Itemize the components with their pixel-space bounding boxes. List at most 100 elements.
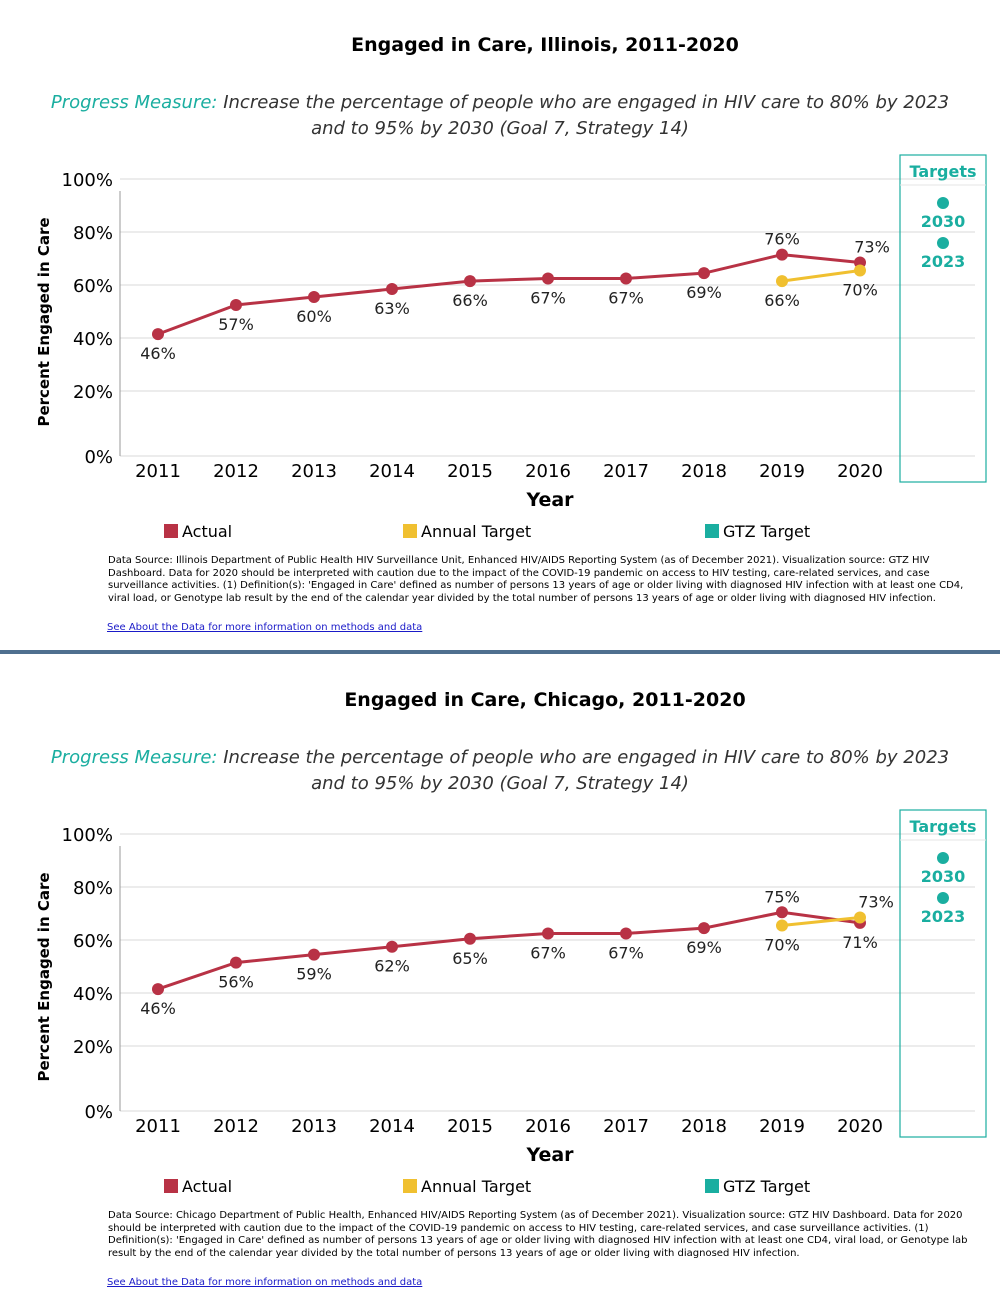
data-point-actual [386,283,398,296]
data-label-actual: 65% [452,949,488,968]
x-tick-label: 2020 [837,1116,883,1137]
y-axis-title: Percent Engaged in Care [35,217,53,426]
data-point-annual-target [776,275,788,288]
panel-chicago: Engaged in Care, Chicago, 2011-2020 Prog… [0,655,1000,1305]
x-tick-label: 2011 [135,461,181,482]
legend-annual-target-label: Annual Target [421,522,531,541]
data-label-actual: 67% [608,288,644,307]
x-tick-label: 2019 [759,1116,805,1137]
data-label-actual: 67% [608,943,644,962]
about-data-link[interactable]: See About the Data for more information … [107,1277,423,1288]
progress-measure-text: Increase the percentage of people who ar… [217,92,950,139]
x-axis-title: Year [525,489,574,511]
progress-measure: Progress Measure: Increase the percentag… [40,90,960,142]
x-tick-label: 2016 [525,1116,571,1137]
data-point-actual [542,272,554,285]
gtz-target-point [937,852,949,864]
data-point-actual [776,248,788,261]
x-tick-label: 2019 [759,461,805,482]
x-tick-label: 2012 [213,1116,259,1137]
legend-actual-label: Actual [182,522,232,541]
legend-gtz-target-label: GTZ Target [723,1177,810,1196]
data-label-actual: 56% [218,973,254,992]
series-line-actual [157,253,861,336]
y-tick-label: 20% [73,1037,113,1058]
y-tick-label: 100% [62,170,113,191]
targets-title: Targets [909,162,976,181]
gtz-target-label: 2023 [921,252,966,271]
x-tick-label: 2017 [603,1116,649,1137]
y-tick-label: 100% [62,825,113,846]
gtz-target-point [937,237,949,249]
data-point-actual [698,267,710,280]
y-tick-label: 80% [73,223,113,244]
data-point-actual [776,906,788,919]
legend-actual-swatch [164,1179,178,1193]
progress-measure-text: Increase the percentage of people who ar… [217,747,950,794]
data-source-note: Data Source: Chicago Department of Publi… [108,1210,968,1259]
data-label-actual: 62% [374,957,410,976]
data-label-annual-target: 70% [764,936,800,955]
progress-measure: Progress Measure: Increase the percentag… [40,745,960,797]
data-point-actual [620,272,632,285]
panel-divider [0,650,1000,654]
y-tick-label: 20% [73,382,113,403]
x-axis-title: Year [525,1144,574,1166]
gtz-target-label: 2023 [921,907,966,926]
line-chart: 0% 20% 40% 60% 80% 100% Percent Engaged in Car… [35,809,987,1196]
about-data-link[interactable]: See About the Data for more information … [107,622,423,633]
data-point-actual [386,940,398,953]
y-tick-label: 40% [73,984,113,1005]
data-label-annual-target: 73% [858,893,894,912]
gtz-target-label: 2030 [921,867,966,886]
x-tick-label: 2020 [837,461,883,482]
y-axis-title: Percent Engaged in Care [35,872,53,1081]
y-tick-label: 0% [84,1102,113,1123]
y-tick-label: 0% [84,447,113,468]
data-label-actual: 73% [854,238,890,257]
data-point-annual-target [854,264,866,277]
data-point-actual [230,298,242,311]
x-tick-label: 2018 [681,1116,727,1137]
x-tick-label: 2013 [291,461,337,482]
x-tick-label: 2013 [291,1116,337,1137]
legend-annual-target-label: Annual Target [421,1177,531,1196]
x-tick-label: 2011 [135,1116,181,1137]
x-tick-label: 2014 [369,461,415,482]
data-label-actual: 67% [530,288,566,307]
data-label-actual: 71% [842,933,878,952]
data-point-actual [230,956,242,969]
data-point-actual [152,983,164,996]
data-label-annual-target: 66% [764,291,800,310]
gtz-target-point [937,892,949,904]
data-label-actual: 75% [764,887,800,906]
legend-actual-label: Actual [182,1177,232,1196]
gtz-target-label: 2030 [921,212,966,231]
data-label-actual: 46% [140,344,176,363]
progress-measure-label: Progress Measure: [50,747,218,768]
data-label-actual: 60% [296,307,332,326]
legend-annual-target-swatch [403,524,417,538]
line-chart: 0% 20% 40% 60% 80% 100% Percent Engaged in Car… [35,154,987,541]
y-tick-label: 60% [73,276,113,297]
data-source-note: Data Source: Illinois Department of Publ… [108,555,964,604]
x-tick-label: 2018 [681,461,727,482]
legend-gtz-target-swatch [705,1179,719,1193]
targets-title: Targets [909,817,976,836]
legend-actual-swatch [164,524,178,538]
chart-title: Engaged in Care, Chicago, 2011-2020 [344,689,746,711]
x-tick-label: 2016 [525,461,571,482]
data-point-actual [542,927,554,940]
legend-gtz-target-swatch [705,524,719,538]
data-label-annual-target: 70% [842,281,878,300]
data-label-actual: 67% [530,943,566,962]
data-point-actual [308,948,320,961]
progress-measure-label: Progress Measure: [50,92,218,113]
data-label-actual: 57% [218,315,254,334]
y-tick-label: 40% [73,329,113,350]
data-point-actual [698,922,710,935]
data-label-actual: 76% [764,230,800,249]
legend-gtz-target-label: GTZ Target [723,522,810,541]
data-point-annual-target [854,911,866,924]
gtz-target-point [937,197,949,209]
